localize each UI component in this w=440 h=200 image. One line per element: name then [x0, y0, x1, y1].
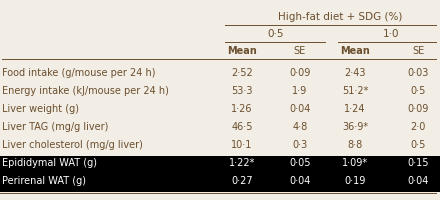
Text: Mean: Mean — [227, 46, 257, 56]
Text: High-fat diet + SDG (%): High-fat diet + SDG (%) — [278, 12, 402, 22]
Text: 1·09*: 1·09* — [342, 157, 368, 167]
Text: 36·9*: 36·9* — [342, 121, 368, 131]
Text: 0·09: 0·09 — [290, 68, 311, 78]
Text: 0·04: 0·04 — [407, 175, 429, 185]
Text: Liver weight (g): Liver weight (g) — [2, 103, 79, 113]
Text: 1·9: 1·9 — [292, 86, 308, 96]
Text: 1·26: 1·26 — [231, 103, 253, 113]
Text: Liver cholesterol (mg/g liver): Liver cholesterol (mg/g liver) — [2, 139, 143, 149]
Text: Energy intake (kJ/mouse per 24 h): Energy intake (kJ/mouse per 24 h) — [2, 86, 169, 96]
Text: 0·19: 0·19 — [345, 175, 366, 185]
Text: 2·43: 2·43 — [344, 68, 366, 78]
Text: SE: SE — [412, 46, 424, 56]
Text: 46·5: 46·5 — [231, 121, 253, 131]
Text: 10·1: 10·1 — [231, 139, 253, 149]
Text: 8·8: 8·8 — [347, 139, 363, 149]
Text: Food intake (g/mouse per 24 h): Food intake (g/mouse per 24 h) — [2, 68, 155, 78]
Text: SE: SE — [294, 46, 306, 56]
Text: 2·0: 2·0 — [411, 121, 425, 131]
Text: Perirenal WAT (g): Perirenal WAT (g) — [2, 175, 86, 185]
Text: Liver TAG (mg/g liver): Liver TAG (mg/g liver) — [2, 121, 108, 131]
Text: 0·03: 0·03 — [407, 68, 429, 78]
Text: 1·22*: 1·22* — [229, 157, 255, 167]
Bar — [0, 156, 440, 174]
Bar — [0, 174, 440, 192]
Text: 0·5: 0·5 — [411, 86, 425, 96]
Text: 0·05: 0·05 — [289, 157, 311, 167]
Text: Mean: Mean — [340, 46, 370, 56]
Text: 0·04: 0·04 — [290, 103, 311, 113]
Text: 0·27: 0·27 — [231, 175, 253, 185]
Text: 1·24: 1·24 — [344, 103, 366, 113]
Text: 0·5: 0·5 — [268, 29, 284, 39]
Text: 4·8: 4·8 — [292, 121, 308, 131]
Text: 0·5: 0·5 — [411, 139, 425, 149]
Text: 2·52: 2·52 — [231, 68, 253, 78]
Text: Epididymal WAT (g): Epididymal WAT (g) — [2, 157, 97, 167]
Text: 0·09: 0·09 — [407, 103, 429, 113]
Text: 0·15: 0·15 — [407, 157, 429, 167]
Text: 53·3: 53·3 — [231, 86, 253, 96]
Text: 51·2*: 51·2* — [342, 86, 368, 96]
Text: 0·04: 0·04 — [290, 175, 311, 185]
Text: 0·3: 0·3 — [292, 139, 308, 149]
Text: 1·0: 1·0 — [383, 29, 400, 39]
